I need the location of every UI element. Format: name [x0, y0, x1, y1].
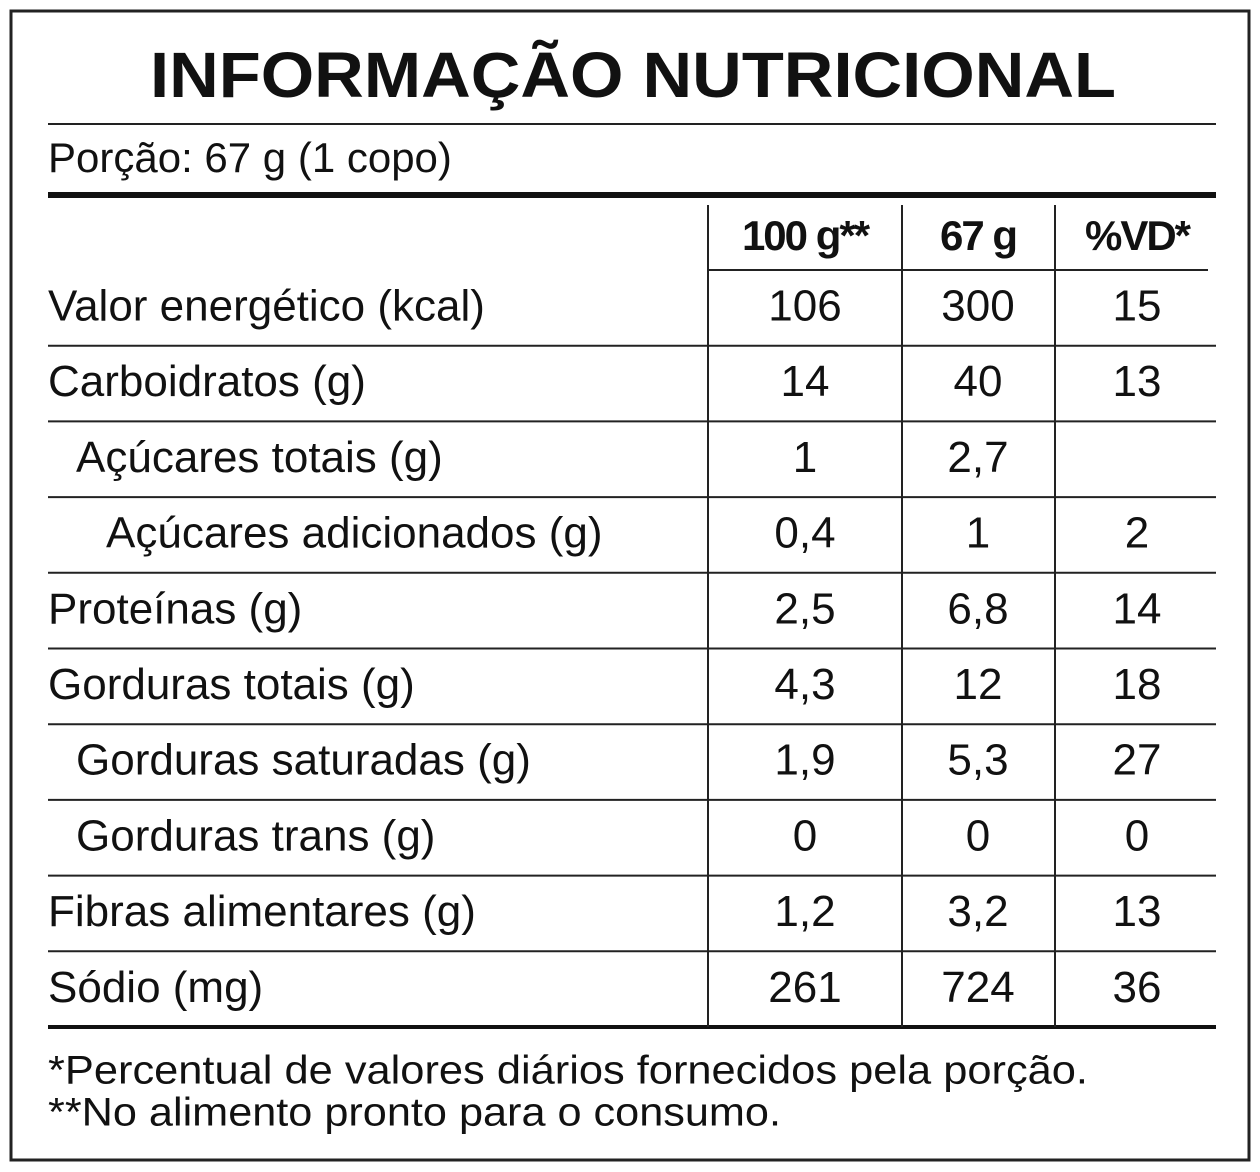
column-header: 100 g** — [742, 212, 871, 259]
nutrient-label: Gorduras saturadas (g) — [76, 736, 531, 785]
outer-border — [9, 9, 1251, 1162]
nutrient-label: Fibras alimentares (g) — [48, 887, 476, 936]
nutrient-value: 6,8 — [947, 584, 1008, 633]
nutrient-value: 4,3 — [774, 660, 835, 709]
nutrient-value: 0 — [793, 811, 817, 860]
nutrient-value: 27 — [1113, 736, 1162, 785]
nutrient-value: 14 — [1113, 584, 1162, 633]
nutrient-value: 12 — [954, 660, 1003, 709]
nutrient-value: 261 — [768, 963, 841, 1012]
nutrient-value: 14 — [781, 357, 830, 406]
footnote: *Percentual de valores diários fornecido… — [48, 1049, 1088, 1093]
nutrient-value: 5,3 — [947, 736, 1008, 785]
nutrient-label: Gorduras totais (g) — [48, 660, 415, 709]
nutrient-label: Açúcares adicionados (g) — [106, 509, 602, 558]
nutrient-value: 1,9 — [774, 736, 835, 785]
column-header: %VD* — [1085, 212, 1192, 259]
nutrient-value: 1 — [966, 509, 990, 558]
nutrient-value: 0 — [1125, 811, 1149, 860]
portion: Porção: 67 g (1 copo) — [48, 134, 452, 181]
nutrient-label: Gorduras trans (g) — [76, 811, 435, 860]
nutrient-label: Valor energético (kcal) — [48, 281, 485, 330]
nutrient-value: 3,2 — [947, 887, 1008, 936]
nutrient-value: 13 — [1113, 887, 1162, 936]
nutrient-value: 300 — [941, 281, 1014, 330]
footnote: **No alimento pronto para o consumo. — [48, 1091, 781, 1135]
nutrient-value: 106 — [768, 281, 841, 330]
nutrient-value: 724 — [941, 963, 1014, 1012]
nutrient-value: 2,7 — [947, 433, 1008, 482]
column-header: 67 g — [940, 212, 1016, 259]
nutrient-value: 2,5 — [774, 584, 835, 633]
nutrient-label: Proteínas (g) — [48, 584, 302, 633]
title: INFORMAÇÃO NUTRICIONAL — [150, 39, 1116, 111]
nutrient-value: 1 — [793, 433, 817, 482]
nutrient-value: 40 — [954, 357, 1003, 406]
nutrient-value: 15 — [1113, 281, 1162, 330]
nutrient-value: 1,2 — [774, 887, 835, 936]
nutrient-value: 18 — [1113, 660, 1162, 709]
nutrient-value: 36 — [1113, 963, 1162, 1012]
nutrient-value: 0,4 — [774, 509, 835, 558]
nutrient-value: 13 — [1113, 357, 1162, 406]
nutrient-label: Sódio (mg) — [48, 963, 263, 1012]
nutrient-value: 0 — [966, 811, 990, 860]
nutrient-value: 2 — [1125, 509, 1149, 558]
nutrient-label: Carboidratos (g) — [48, 357, 366, 406]
nutrient-label: Açúcares totais (g) — [76, 433, 443, 482]
